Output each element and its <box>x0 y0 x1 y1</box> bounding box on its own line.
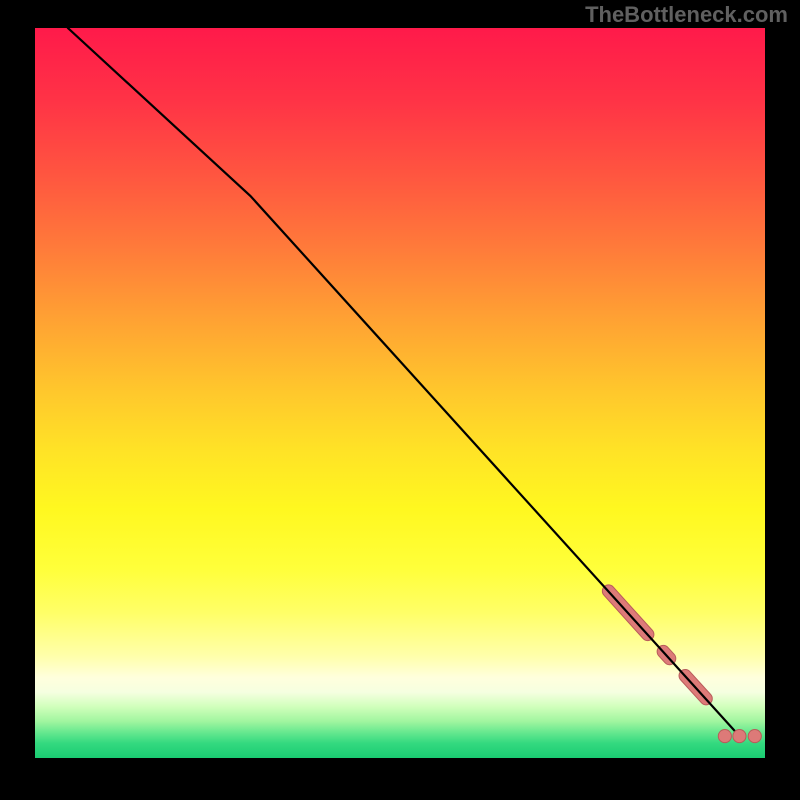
chart-plot-area <box>35 28 765 758</box>
gradient-background <box>35 28 765 758</box>
bottleneck-chart <box>35 28 765 758</box>
scatter-end-point <box>733 730 746 743</box>
scatter-end-points <box>718 730 761 743</box>
watermark-text: TheBottleneck.com <box>585 2 788 28</box>
scatter-end-point <box>718 730 731 743</box>
scatter-end-point <box>748 730 761 743</box>
